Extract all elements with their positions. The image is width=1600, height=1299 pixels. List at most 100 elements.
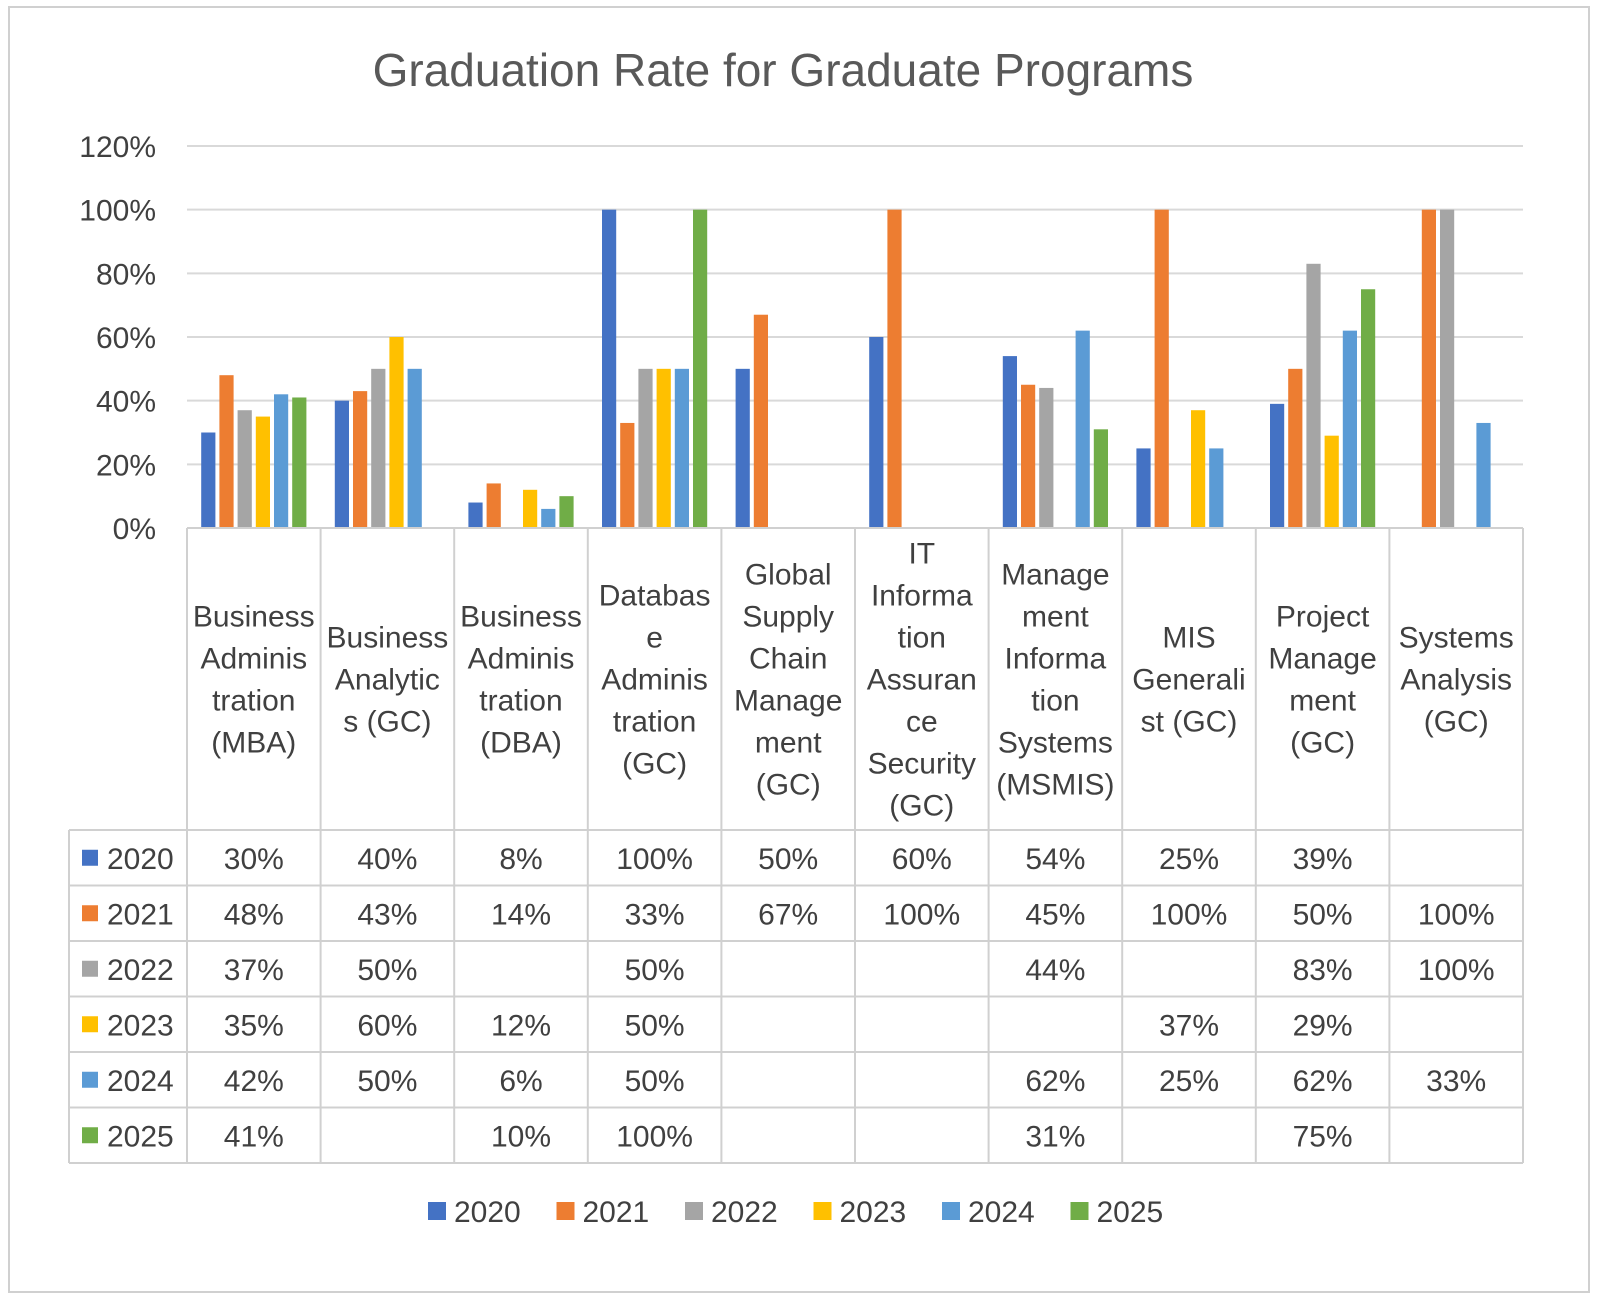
table-cell-value: 60% xyxy=(357,1009,417,1042)
table-cell-value: 50% xyxy=(357,1065,417,1098)
category-label: ment xyxy=(1022,601,1089,634)
category-label: ment xyxy=(1289,685,1356,718)
category-label: ce xyxy=(906,706,938,739)
series-key-swatch xyxy=(82,905,98,922)
category-label: Adminis xyxy=(601,664,708,697)
data-table: Business Adminis tration (MBA) Business Analy… xyxy=(68,527,1524,1164)
chart-title: Graduation Rate for Graduate Programs xyxy=(373,44,1194,96)
bar xyxy=(389,337,404,528)
bar xyxy=(1093,429,1108,528)
table-cell-value: 48% xyxy=(224,898,284,931)
table-cell-value: 39% xyxy=(1293,843,1353,876)
bar xyxy=(486,483,501,528)
category-label: Analysis xyxy=(1400,664,1512,697)
table-cell-value: 33% xyxy=(625,898,685,931)
category-label: Informa xyxy=(1005,643,1107,676)
bar xyxy=(1270,403,1285,528)
table-cell-value: 50% xyxy=(357,954,417,987)
bar xyxy=(1306,263,1321,528)
bar xyxy=(1440,209,1455,528)
bar xyxy=(1039,387,1054,528)
y-axis-ticks: 0% 20% 40% 60% 80% 100% 120% xyxy=(79,131,156,546)
table-cell-value: 50% xyxy=(625,1009,685,1042)
bar xyxy=(274,394,289,528)
bar xyxy=(334,400,349,528)
table-cell-value: 100% xyxy=(1418,898,1495,931)
legend-label: 2023 xyxy=(840,1196,907,1229)
series-row-label: 2022 xyxy=(107,954,174,987)
category-label: e xyxy=(646,622,663,655)
category-label: Supply xyxy=(742,601,834,634)
y-tick-label: 40% xyxy=(96,386,156,419)
category-label: Manage xyxy=(734,685,842,718)
table-cell-value: 50% xyxy=(625,954,685,987)
series-row-label: 2025 xyxy=(107,1120,174,1153)
table-cell-value: 12% xyxy=(491,1009,551,1042)
table-cell-value: 31% xyxy=(1025,1120,1085,1153)
table-cell-value: 25% xyxy=(1159,843,1219,876)
category-label: Systems xyxy=(998,727,1113,760)
category-label: Chain xyxy=(749,643,827,676)
legend-label: 2025 xyxy=(1097,1196,1164,1229)
category-label: (GC) xyxy=(889,790,954,823)
y-tick-label: 120% xyxy=(79,131,156,164)
bar xyxy=(1288,368,1303,528)
category-label: Systems xyxy=(1399,622,1514,655)
category-label: Project xyxy=(1276,601,1370,634)
category-label: tion xyxy=(1031,685,1079,718)
category-label: Manage xyxy=(1001,559,1109,592)
table-cell-value: 50% xyxy=(758,843,818,876)
category-label: Databas xyxy=(599,580,711,613)
category-label: Business xyxy=(193,601,315,634)
bar xyxy=(735,368,750,528)
bar xyxy=(1191,410,1206,528)
category-label: Informa xyxy=(871,580,973,613)
category-label: Global xyxy=(745,559,832,592)
bar xyxy=(620,422,635,528)
y-tick-label: 80% xyxy=(96,258,156,291)
bar xyxy=(1154,209,1169,528)
category-label: tration xyxy=(212,685,295,718)
series-key-swatch xyxy=(82,1127,98,1144)
bar xyxy=(237,410,252,528)
table-cell-value: 83% xyxy=(1293,954,1353,987)
table-cell-value: 10% xyxy=(491,1120,551,1153)
category-label: (GC) xyxy=(1290,727,1355,760)
bar xyxy=(887,209,902,528)
chart-frame: Graduation Rate for Graduate Programs 0%… xyxy=(8,6,1590,1293)
bar xyxy=(407,368,422,528)
table-cell-value: 8% xyxy=(499,843,542,876)
category-label: Adminis xyxy=(200,643,307,676)
category-label: Adminis xyxy=(468,643,575,676)
bar xyxy=(602,209,617,528)
legend-label: 2022 xyxy=(711,1196,778,1229)
bar xyxy=(1021,384,1036,528)
table-cell-value: 62% xyxy=(1293,1065,1353,1098)
table-cell-value: 67% xyxy=(758,898,818,931)
bar xyxy=(468,502,483,528)
bar xyxy=(523,489,538,528)
bar xyxy=(1002,356,1017,528)
bar xyxy=(674,368,689,528)
category-label: Security xyxy=(868,748,976,781)
bar xyxy=(255,416,270,528)
y-tick-label: 20% xyxy=(96,449,156,482)
table-cell-value: 100% xyxy=(1418,954,1495,987)
bar xyxy=(656,368,671,528)
table-cell-value: 50% xyxy=(625,1065,685,1098)
y-tick-label: 100% xyxy=(79,195,156,228)
bar xyxy=(869,337,884,528)
category-label: tration xyxy=(479,685,562,718)
table-cell-value: 25% xyxy=(1159,1065,1219,1098)
bar xyxy=(693,209,708,528)
legend-label: 2024 xyxy=(968,1196,1035,1229)
table-cell-value: 100% xyxy=(616,843,693,876)
category-label: (DBA) xyxy=(480,727,562,760)
series-row-label: 2020 xyxy=(107,843,174,876)
category-label: (GC) xyxy=(756,769,821,802)
table-cell-value: 41% xyxy=(224,1120,284,1153)
category-label: IT xyxy=(908,538,935,571)
bar xyxy=(1361,289,1376,528)
table-cell-value: 37% xyxy=(224,954,284,987)
table-cell-value: 37% xyxy=(1159,1009,1219,1042)
